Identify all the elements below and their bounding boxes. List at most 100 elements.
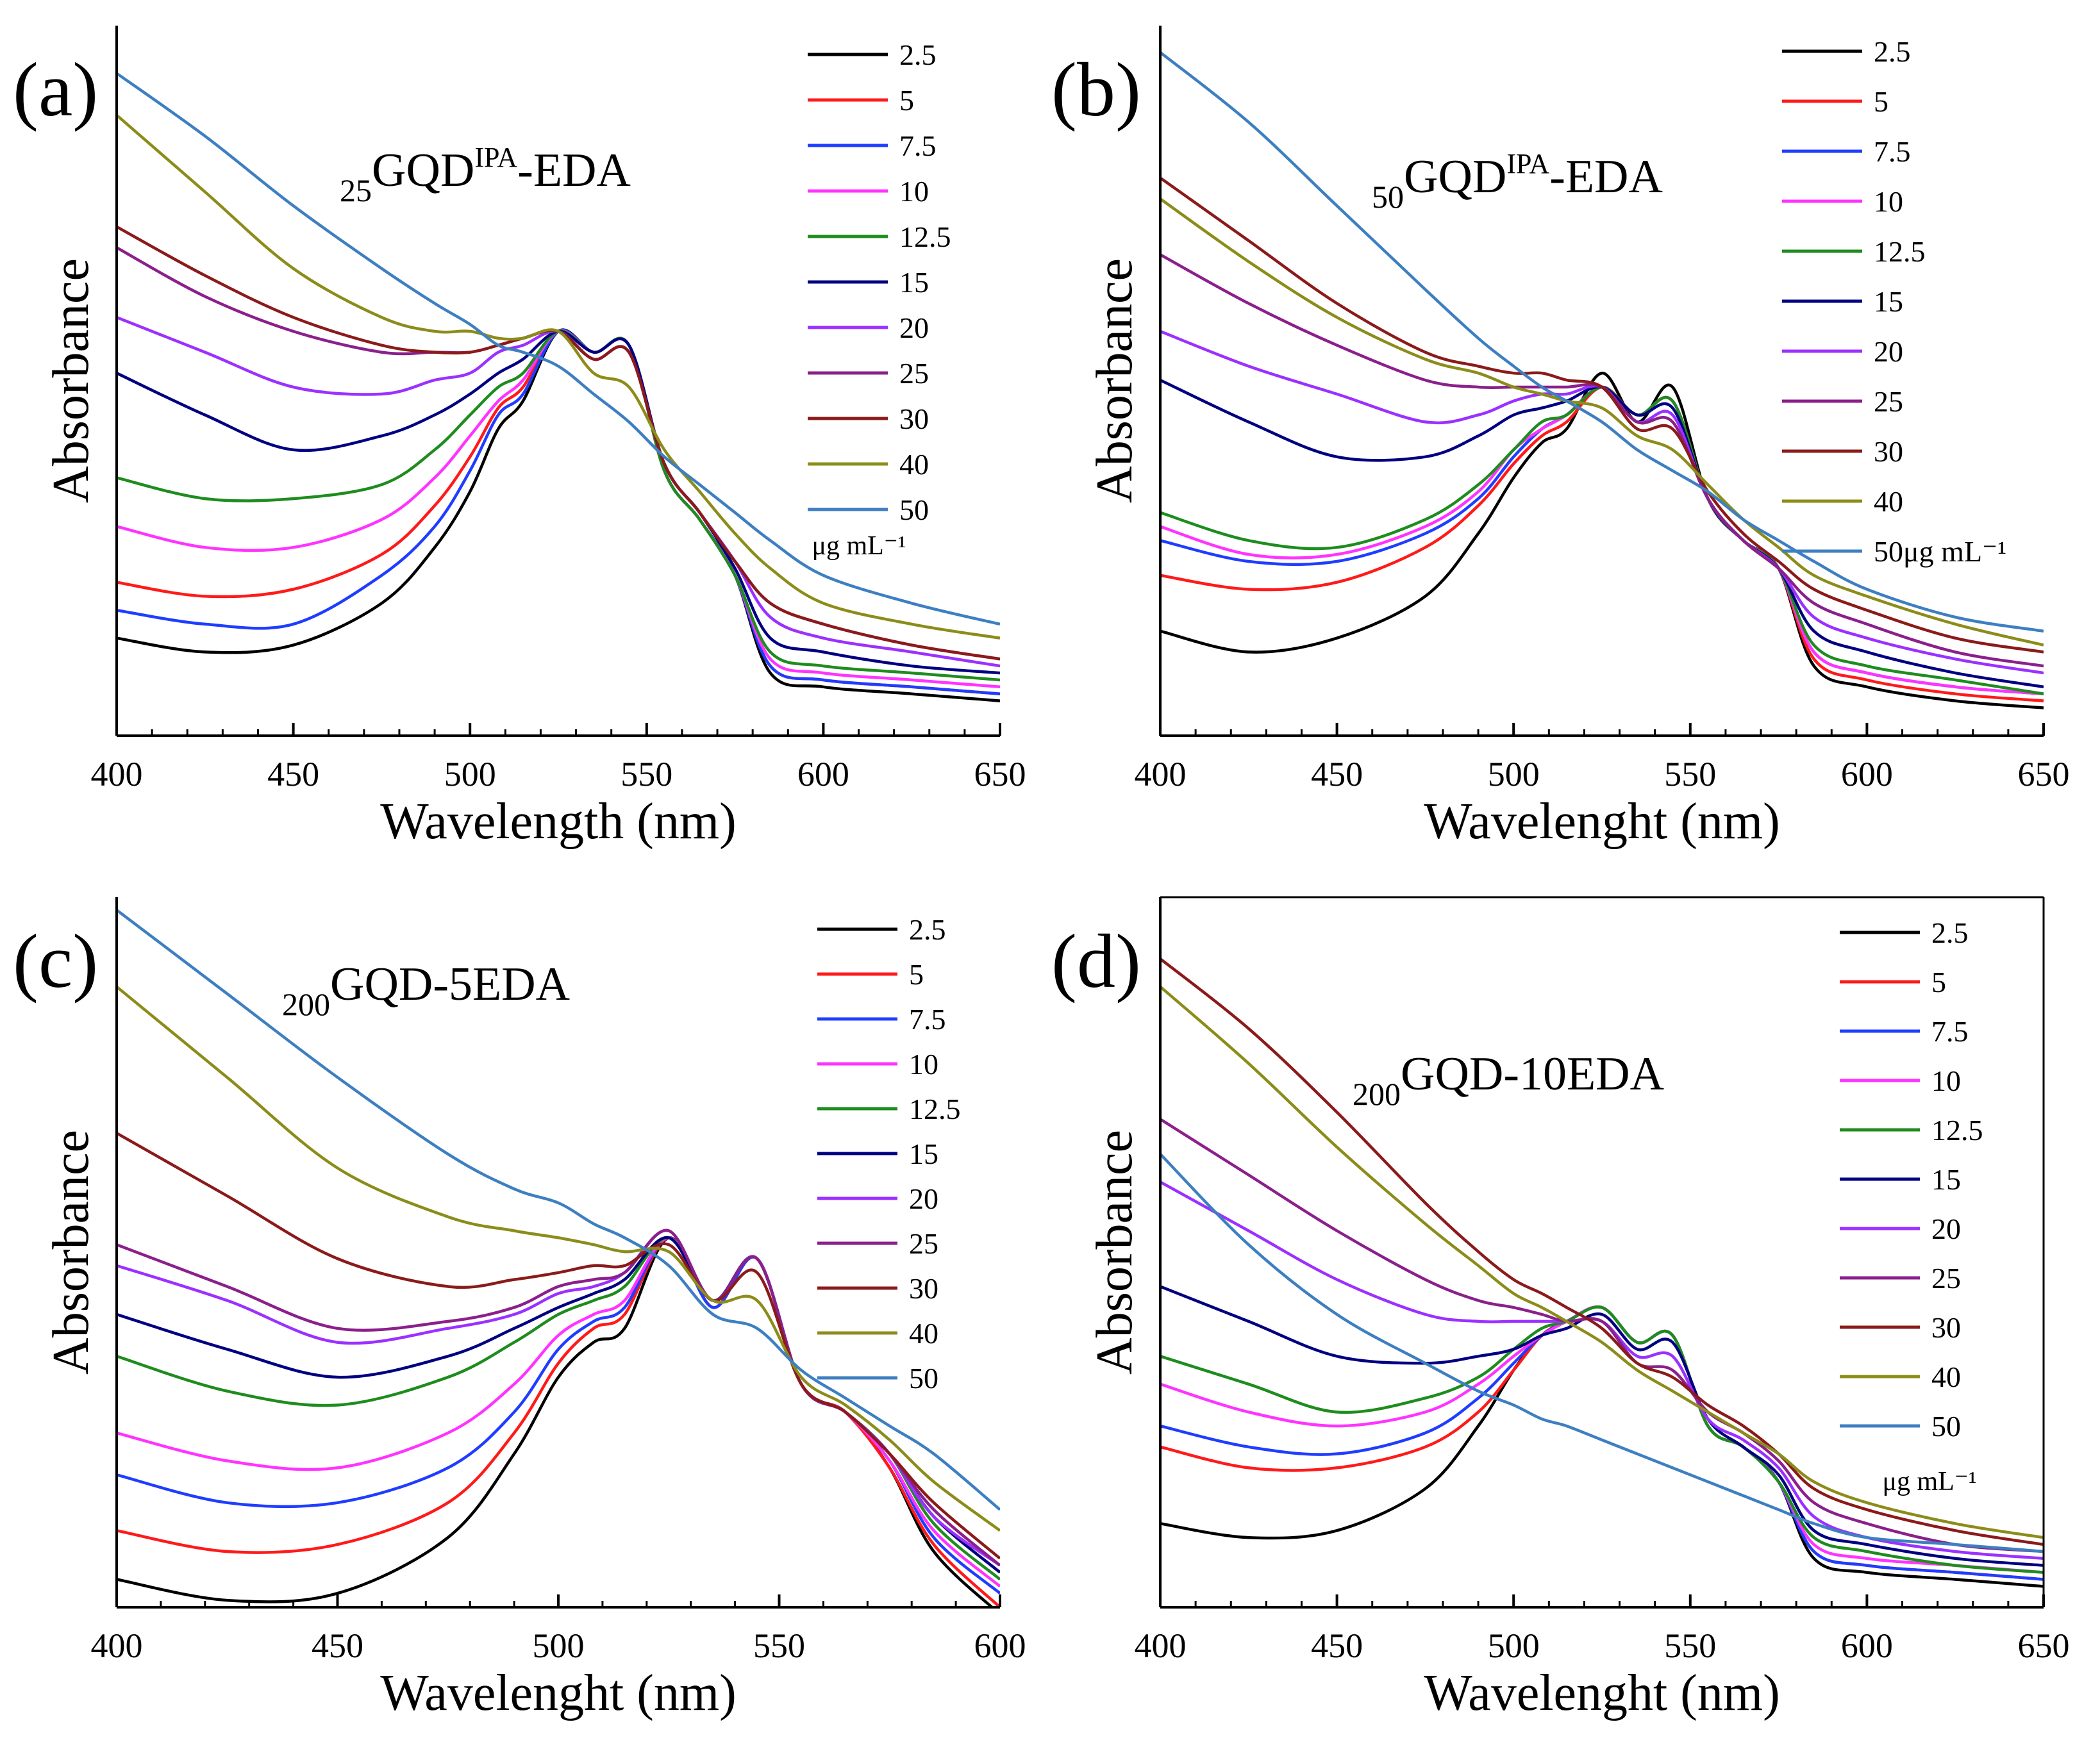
series-group: [117, 909, 1000, 1607]
y-axis-title: Absorbance: [1087, 258, 1143, 503]
legend-label: 15: [1931, 1163, 1961, 1196]
x-tick-label: 650: [2018, 1626, 2070, 1665]
x-tick-label: 600: [797, 755, 849, 793]
legend-label: 25: [899, 357, 929, 390]
x-tick-label: 400: [1135, 1626, 1187, 1665]
x-tick-label: 550: [1664, 755, 1716, 793]
series-line-20: [117, 1229, 1000, 1567]
legend-label: 15: [1874, 285, 1903, 318]
legend-label: 5: [1874, 85, 1888, 118]
y-axis-title: Absorbance: [43, 258, 99, 503]
legend-label: 25: [1931, 1262, 1961, 1295]
x-tick-label: 500: [1488, 755, 1540, 793]
x-tick-label: 550: [753, 1626, 805, 1665]
x-axis-title: Wavelength (nm): [380, 793, 737, 850]
x-tick-label: 650: [2018, 755, 2070, 793]
legend-unit: μg mL⁻¹: [1882, 1467, 1976, 1496]
x-tick-label: 450: [1311, 1626, 1363, 1665]
sample-title-suffix: -EDA: [1549, 151, 1663, 203]
legend-label: 30: [1874, 435, 1903, 468]
legend-label: 5: [909, 958, 924, 991]
series-line-7.5: [117, 328, 1000, 695]
legend: 2.5 5 7.5 10 12.5 15 20 25 30 40 50 μg mL⁻¹: [1840, 916, 1983, 1496]
series-line-25: [117, 1229, 1000, 1567]
x-tick-label: 550: [621, 755, 672, 793]
series-line-50: [117, 72, 1000, 626]
legend-label: 25: [1874, 385, 1903, 418]
series-line-40: [1160, 197, 2044, 647]
legend: 2.5 5 7.5 10 12.5 15 20 25 30 40 50 μg mL⁻¹: [808, 38, 951, 561]
series-line-12.5: [1160, 1305, 2044, 1574]
x-axis-title: Wavelenght (nm): [1424, 1665, 1780, 1721]
legend-label: 40: [909, 1317, 938, 1350]
legend-label: 7.5: [899, 129, 937, 162]
x-tick-label: 500: [1488, 1626, 1540, 1665]
series-line-7.5: [117, 1236, 1000, 1594]
series-line-50: [1160, 51, 2044, 633]
x-tick-label: 450: [312, 1626, 363, 1665]
legend-label: 40: [1931, 1361, 1961, 1393]
series-group: [1160, 957, 2044, 1588]
series-line-15: [1160, 1285, 2044, 1567]
x-tick-label: 600: [1841, 755, 1893, 793]
x-tick-label: 400: [91, 1626, 143, 1665]
series-line-25: [117, 246, 1000, 661]
legend-label: 20: [1874, 335, 1903, 368]
x-tick-label: 400: [91, 755, 143, 793]
legend-label: 25: [909, 1227, 938, 1260]
legend-label: 20: [899, 311, 929, 344]
series-line-30: [1160, 176, 2044, 654]
legend-label: 2.5: [1931, 916, 1969, 949]
y-axis-title: Absorbance: [1087, 1130, 1143, 1375]
legend-label: 10: [909, 1048, 938, 1080]
sample-title-main: GQD: [372, 144, 474, 197]
chart-panel: 400 450 500 550 600 Wavelenght (nm) Absorbance…: [13, 897, 1026, 1721]
sample-title: 200GQD-5EDA: [282, 958, 570, 1022]
legend-label: 2.5: [899, 38, 937, 71]
x-axis-title: Wavelenght (nm): [380, 1665, 737, 1721]
x-tick-label: 600: [974, 1626, 1026, 1665]
legend-label: 12.5: [1931, 1114, 1983, 1146]
series-line-15: [117, 329, 1000, 675]
legend-label: 12.5: [1874, 235, 1926, 268]
series-line-30: [1160, 957, 2044, 1546]
x-tick-label: 450: [1311, 755, 1363, 793]
panel-letter: (c): [13, 918, 98, 1004]
y-axis-title: Absorbance: [43, 1130, 99, 1375]
legend-label: 12.5: [899, 220, 951, 253]
series-line-20: [1160, 1180, 2044, 1560]
legend-label: 10: [899, 175, 929, 208]
legend-label: 5: [1931, 966, 1946, 998]
legend-label: 50: [899, 493, 929, 526]
sample-title: 50GQDIPA-EDA: [1372, 148, 1663, 215]
panel-letter: (a): [13, 47, 98, 132]
panel-letter: (d): [1051, 918, 1141, 1004]
x-tick-label: 650: [974, 755, 1026, 793]
sample-title-main: GQD-10EDA: [1401, 1048, 1664, 1100]
legend-label: 20: [909, 1182, 938, 1215]
legend-label: 5: [899, 84, 914, 117]
legend-label: 40: [1874, 485, 1903, 518]
series-line-20: [1160, 329, 2044, 675]
sample-title-suffix: -EDA: [517, 144, 631, 197]
legend-label: 12.5: [909, 1093, 961, 1125]
series-line-40: [117, 985, 1000, 1532]
series-line-15: [1160, 379, 2044, 689]
sample-title-subscript: 25: [340, 172, 372, 208]
legend-label: 7.5: [1874, 135, 1911, 168]
legend-label: 10: [1874, 185, 1903, 218]
series-line-50: [117, 909, 1000, 1511]
x-tick-label: 500: [533, 1626, 585, 1665]
legend-label: 50: [1931, 1410, 1961, 1443]
series-group: [1160, 51, 2044, 709]
series-line-25: [1160, 253, 2044, 668]
sample-title-subscript: 200: [282, 986, 330, 1022]
legend-label: 30: [899, 402, 929, 435]
sample-title-subscript: 200: [1353, 1076, 1401, 1112]
x-tick-label: 600: [1841, 1626, 1893, 1665]
series-line-25: [1160, 1118, 2044, 1553]
legend-label: 2.5: [909, 913, 946, 946]
